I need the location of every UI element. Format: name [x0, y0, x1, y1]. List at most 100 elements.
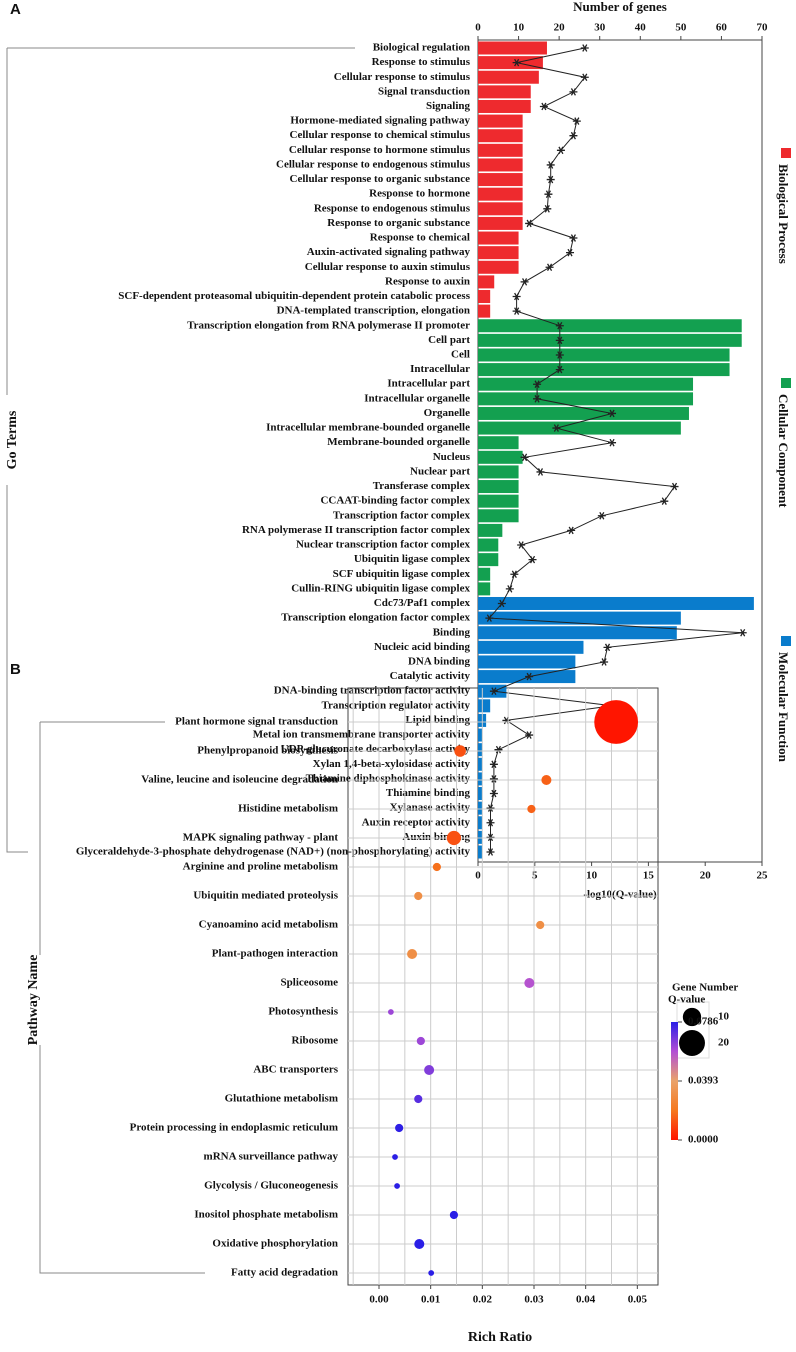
x2-tick-label: 25 [757, 870, 769, 882]
size-legend-title: Gene Number [672, 982, 738, 994]
bar [478, 699, 491, 713]
y-tick-label: Ribosome [292, 1035, 339, 1047]
bar [478, 816, 483, 830]
legend-swatch [781, 636, 791, 646]
x-tick-label: 20 [554, 22, 566, 34]
bar [478, 377, 694, 391]
bubble [424, 1064, 435, 1076]
x-tick-label: 0.03 [524, 1294, 544, 1306]
bar [478, 114, 523, 128]
x-axis-title: Rich Ratio [468, 1330, 532, 1345]
bar [478, 421, 681, 435]
y-tick-label: Thiamine diphosphokinase activity [306, 772, 471, 784]
bar [478, 480, 519, 494]
y-tick-label: Auxin-activated signaling pathway [307, 246, 471, 258]
bar [478, 202, 523, 216]
bar [478, 436, 519, 450]
x2-tick-label: 20 [700, 870, 712, 882]
q-marker [485, 614, 494, 622]
q-marker [517, 541, 526, 549]
bubble [394, 1183, 400, 1189]
bar [478, 845, 483, 859]
y-tick-label: Cell part [428, 334, 470, 346]
q-marker [608, 409, 617, 418]
bar [478, 743, 483, 757]
x2-tick-label: 0 [475, 870, 481, 882]
q-marker [580, 73, 589, 82]
bar [478, 143, 523, 157]
legend-swatch [781, 378, 791, 388]
y-tick-label: Protein processing in endoplasmic reticu… [130, 1122, 338, 1134]
size-legend-label: 20 [718, 1037, 730, 1049]
bar [478, 406, 689, 420]
q-marker [510, 570, 519, 579]
y-tick-label: Thiamine binding [386, 787, 471, 799]
y-tick-label: Cellular response to auxin stimulus [305, 261, 471, 273]
bar [478, 626, 677, 640]
bar [478, 363, 730, 377]
bar [478, 246, 519, 260]
y-tick-label: Spliceosome [281, 977, 339, 989]
bubble [527, 804, 536, 814]
y-tick-label: Metal ion transmembrane transporter acti… [253, 729, 471, 741]
q-marker [544, 190, 553, 198]
bubble [536, 920, 545, 930]
y-tick-label: Valine, leucine and isoleucine degradati… [141, 774, 338, 786]
y-tick-label: Glycolysis / Gluconeogenesis [204, 1180, 339, 1192]
bubble [414, 1094, 423, 1104]
y-tick-label: Xylan 1,4-beta-xylosidase activity [313, 758, 471, 770]
y-tick-label: Hormone-mediated signaling pathway [290, 115, 470, 127]
legend-label: Cellular Component [776, 394, 791, 508]
color-legend-title: Q-value [668, 994, 705, 1006]
q-marker [555, 336, 564, 345]
y-tick-label: Transferase complex [373, 480, 471, 492]
bubble [541, 774, 552, 786]
bar [478, 757, 483, 771]
y-tick-label: Nucleic acid binding [374, 641, 470, 653]
x2-tick-label: 10 [586, 870, 598, 882]
y-tick-label: Cellular response to stimulus [334, 71, 471, 83]
q-marker [567, 526, 576, 535]
x-tick-label: 0.02 [473, 1294, 493, 1306]
size-legend-marker [679, 1030, 705, 1056]
bracket [6, 47, 355, 853]
q-marker [546, 161, 555, 169]
q-marker [505, 585, 514, 593]
bar [478, 290, 491, 304]
y-tick-label: Photosynthesis [268, 1006, 338, 1018]
bar [478, 450, 523, 464]
q-marker [533, 395, 542, 403]
y-tick-label: ABC transporters [253, 1064, 338, 1076]
y-tick-label: Histidine metabolism [238, 803, 338, 815]
bubble [454, 745, 466, 757]
bar [478, 772, 483, 786]
q-marker [555, 321, 564, 330]
bar [478, 538, 499, 552]
bracket [39, 721, 205, 1274]
legend-swatch [781, 148, 791, 158]
bar [478, 640, 584, 654]
x-tick-label: 10 [513, 22, 525, 34]
y-tick-label: RNA polymerase II transcription factor c… [242, 524, 471, 536]
bar [478, 173, 523, 187]
y-tick-label: Cdc73/Paf1 complex [374, 597, 471, 609]
bar [478, 129, 523, 143]
bar [478, 348, 730, 362]
x-tick-label: 50 [675, 22, 687, 34]
bar [478, 70, 539, 84]
x-tick-label: 0 [475, 22, 481, 34]
q-marker [543, 205, 552, 213]
q-marker [486, 804, 495, 812]
y-tick-label: CCAAT-binding factor complex [320, 495, 470, 507]
q-marker [545, 263, 554, 272]
y-tick-label: Membrane-bounded organelle [327, 436, 470, 448]
colorbar-tick-label: 0.0000 [688, 1134, 719, 1146]
q-marker [494, 745, 503, 754]
y-tick-label: Cullin-RING ubiquitin ligase complex [291, 582, 470, 594]
x-tick-label: 60 [716, 22, 728, 34]
q-marker [486, 818, 495, 827]
y-axis-title: Pathway Name [26, 955, 41, 1046]
x2-axis-title: -log10(Q-value) [583, 889, 657, 901]
bar [478, 596, 754, 610]
bar [478, 611, 681, 625]
